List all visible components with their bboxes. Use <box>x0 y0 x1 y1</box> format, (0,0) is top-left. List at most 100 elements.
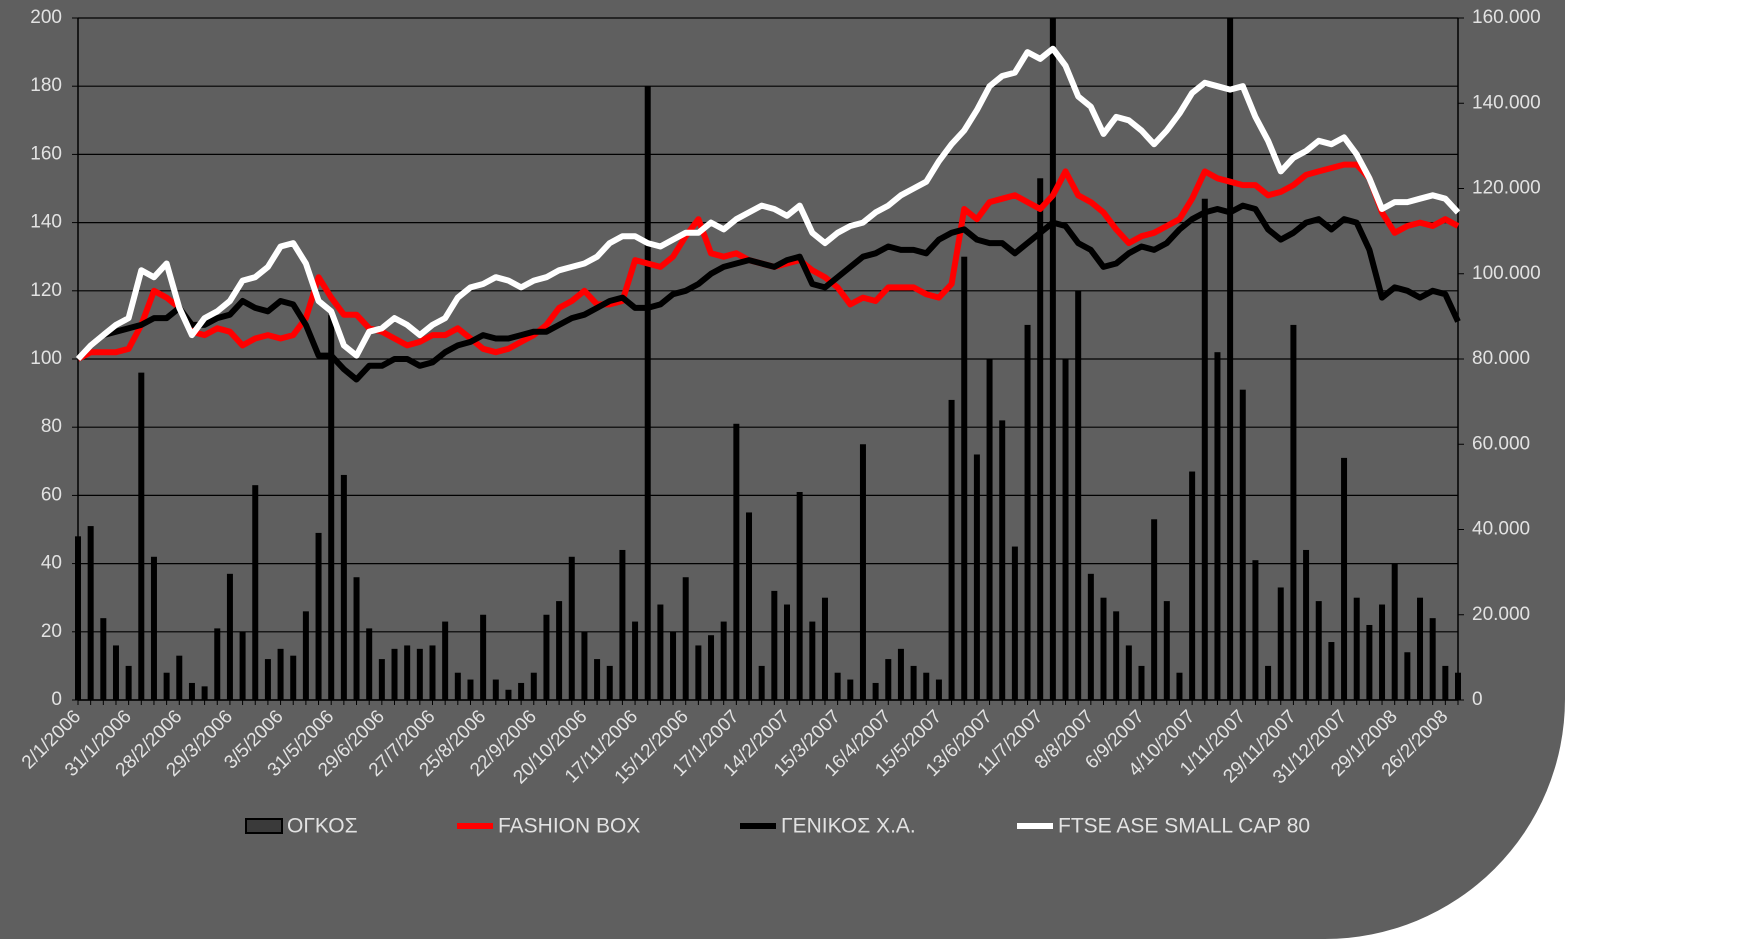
volume-bar <box>1075 290 1082 700</box>
volume-bar <box>1442 665 1449 700</box>
volume-bar <box>1303 549 1310 700</box>
volume-bar <box>239 631 246 700</box>
y2-tick-label: 100.000 <box>1472 263 1541 284</box>
volume-bar <box>518 682 525 700</box>
y-tick-label: 200 <box>30 7 62 28</box>
volume-bar <box>1341 457 1348 700</box>
volume-bar <box>644 86 651 700</box>
volume-bar <box>480 614 487 700</box>
volume-bar <box>1087 573 1094 700</box>
legend-label: ΓΕΝΙΚΟΣ Χ.Α. <box>781 815 916 838</box>
volume-bar <box>594 659 601 700</box>
volume-bar <box>708 635 715 700</box>
volume-bar <box>973 454 980 700</box>
y-tick-label: 160 <box>30 143 62 164</box>
y2-tick-label: 80.000 <box>1472 348 1530 369</box>
volume-bar <box>492 679 499 700</box>
volume-bar <box>1455 672 1461 700</box>
volume-bar <box>467 679 474 700</box>
legend-label: FTSE ASE SMALL CAP 80 <box>1058 815 1310 838</box>
volume-bar <box>340 474 347 700</box>
volume-bar <box>125 665 132 700</box>
volume-bar <box>378 659 385 700</box>
volume-bar <box>847 679 854 700</box>
volume-bar <box>1113 611 1120 700</box>
y2-tick-label: 120.000 <box>1472 178 1541 199</box>
volume-bar <box>1125 645 1132 700</box>
volume-bar <box>885 659 892 700</box>
volume-bar <box>176 655 183 700</box>
volume-bar <box>1049 18 1056 700</box>
volume-bar <box>1277 587 1284 700</box>
volume-bar <box>1391 563 1398 700</box>
volume-bar <box>290 655 297 700</box>
volume-bar <box>771 590 778 700</box>
volume-bar <box>1265 665 1272 700</box>
volume-bar <box>657 604 664 700</box>
volume-bar <box>758 665 765 700</box>
y-tick-label: 0 <box>51 689 62 710</box>
volume-bar <box>556 601 563 700</box>
volume-bar <box>1011 546 1018 700</box>
legend-label: FASHION BOX <box>498 815 640 838</box>
volume-bar <box>999 420 1006 700</box>
volume-bar <box>150 556 157 700</box>
volume-bar <box>1353 597 1360 700</box>
volume-bar <box>442 621 449 700</box>
volume-bar <box>1239 389 1246 700</box>
volume-bar <box>1176 672 1183 700</box>
volume-bar <box>1315 601 1322 700</box>
volume-bar <box>720 621 727 700</box>
volume-bar <box>783 604 790 700</box>
volume-bar <box>1062 359 1069 700</box>
y-tick-label: 40 <box>41 553 62 574</box>
volume-bar <box>859 444 866 700</box>
volume-bar <box>632 621 639 700</box>
volume-bar <box>1379 604 1386 700</box>
volume-bar <box>1404 652 1411 700</box>
volume-bar <box>416 648 423 700</box>
volume-bar <box>682 577 689 700</box>
volume-bar <box>530 672 537 700</box>
volume-bar <box>695 645 702 700</box>
volume-bar <box>821 597 828 700</box>
volume-bar <box>112 645 119 700</box>
volume-bar <box>910 665 917 700</box>
volume-bar <box>277 648 284 700</box>
volume-bar <box>302 611 309 700</box>
volume-bar <box>163 672 170 700</box>
volume-bar <box>948 399 955 700</box>
y2-tick-label: 0 <box>1472 689 1483 710</box>
volume-bar <box>1138 665 1145 700</box>
volume-bar <box>188 682 195 700</box>
volume-bar <box>1100 597 1107 700</box>
volume-bar <box>1429 618 1436 700</box>
volume-bar <box>505 689 512 700</box>
volume-bar <box>568 556 575 700</box>
y-tick-label: 100 <box>30 348 62 369</box>
volume-bar <box>391 648 398 700</box>
volume-bar <box>581 631 588 700</box>
volume-bar <box>353 577 360 700</box>
legend-swatch <box>245 818 283 834</box>
volume-bar <box>429 645 436 700</box>
y-tick-label: 80 <box>41 416 62 437</box>
series-line <box>75 45 1461 362</box>
y-tick-label: 120 <box>30 280 62 301</box>
volume-bar <box>214 628 221 700</box>
volume-bar <box>138 372 145 700</box>
volume-bar <box>961 256 968 700</box>
volume-bar <box>606 665 613 700</box>
volume-bar <box>935 679 942 700</box>
y2-tick-label: 40.000 <box>1472 519 1530 540</box>
volume-bar <box>1366 624 1373 700</box>
volume-bar <box>923 672 930 700</box>
y-tick-label: 140 <box>30 212 62 233</box>
series-line <box>75 202 1461 383</box>
volume-bar <box>1024 324 1031 700</box>
volume-bar <box>1417 597 1424 700</box>
y-tick-label: 60 <box>41 484 62 505</box>
volume-bar <box>834 672 841 700</box>
volume-bar <box>809 621 816 700</box>
